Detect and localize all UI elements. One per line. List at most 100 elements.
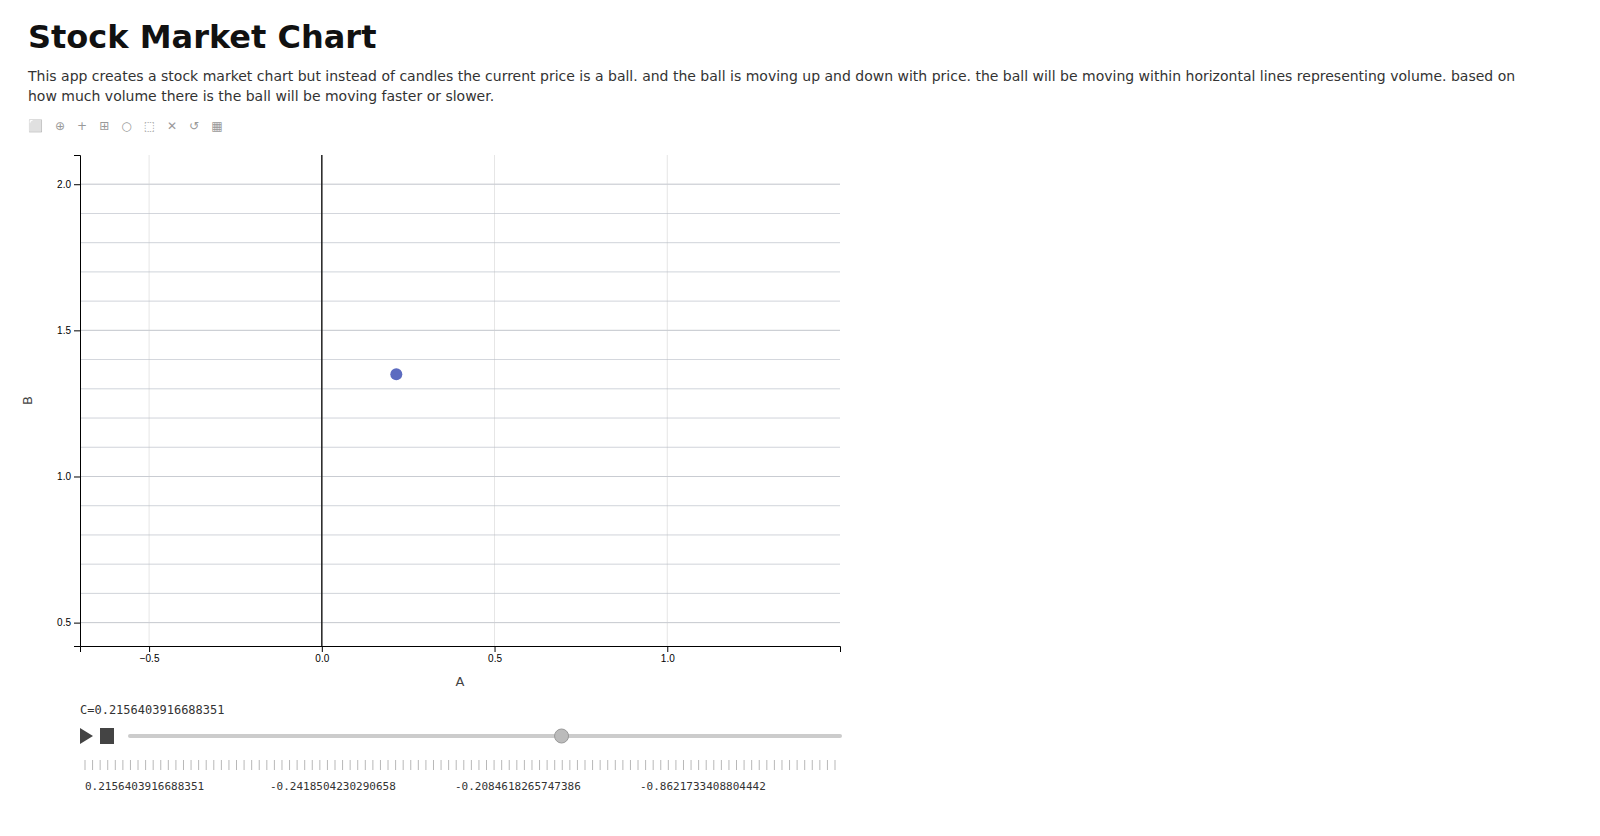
slider-tick <box>819 760 820 770</box>
volume-line <box>80 417 840 418</box>
stop-button[interactable] <box>100 728 114 744</box>
slider-tick <box>539 760 540 770</box>
toolbar-icon[interactable]: ✕ <box>167 119 177 133</box>
slider-tick <box>706 760 707 770</box>
slider-tick <box>691 760 692 770</box>
slider-knob[interactable] <box>555 729 569 743</box>
toolbar-icon[interactable]: ⬚ <box>144 119 155 133</box>
slider-value-label: -0.8621733408804442 <box>640 780 766 793</box>
slider-tick <box>206 760 207 770</box>
toolbar-icon[interactable]: ⊞ <box>99 119 109 133</box>
x-tick: 1.0 <box>661 646 675 664</box>
slider-tick-row <box>85 760 835 770</box>
controls: C=0.21564039166883510.2156403916688351-0… <box>80 703 840 793</box>
volume-line <box>80 300 840 301</box>
slider-tick <box>175 760 176 770</box>
toolbar-icon[interactable]: ↺ <box>189 119 199 133</box>
slider-tick <box>312 760 313 770</box>
slider-tick <box>130 760 131 770</box>
slider-tick <box>759 760 760 770</box>
x-tick-mark <box>667 646 668 652</box>
ball <box>390 368 402 380</box>
slider-tick <box>615 760 616 770</box>
volume-line <box>80 592 840 593</box>
toolbar-icon[interactable]: ⬜ <box>28 119 43 133</box>
slider-tick <box>577 760 578 770</box>
slider-tick <box>721 760 722 770</box>
slider-tick <box>92 760 93 770</box>
slider-tick <box>463 760 464 770</box>
y-tick: 1.0 <box>57 471 80 482</box>
slider-value-label: 0.2156403916688351 <box>85 780 204 793</box>
x-axis-label: A <box>456 674 465 689</box>
slider-tick <box>524 760 525 770</box>
slider-tick <box>547 760 548 770</box>
slider-tick <box>244 760 245 770</box>
volume-line <box>80 446 840 447</box>
slider-tick <box>456 760 457 770</box>
slider-tick <box>774 760 775 770</box>
slider-tick <box>728 760 729 770</box>
grid <box>80 155 840 646</box>
slider-tick <box>812 760 813 770</box>
slider-tick <box>509 760 510 770</box>
slider-tick <box>372 760 373 770</box>
toolbar-icon[interactable]: ⊕ <box>55 119 65 133</box>
slider-tick <box>221 760 222 770</box>
slider-tick <box>486 760 487 770</box>
y-tick-mark <box>74 622 80 623</box>
plot: −0.50.00.51.00.51.01.52.0AB <box>20 155 841 689</box>
slider-tick <box>228 760 229 770</box>
x-tick-label: 0.5 <box>488 653 502 664</box>
slider-tick <box>645 760 646 770</box>
slider-tick <box>607 760 608 770</box>
subtitle: This app creates a stock market chart bu… <box>28 66 1528 107</box>
y-tick-label: 1.0 <box>57 471 71 482</box>
slider-tick <box>781 760 782 770</box>
y-axis-line <box>74 155 81 646</box>
toolbar-icon[interactable]: ○ <box>121 119 131 133</box>
x-tick: 0.5 <box>488 646 502 664</box>
volume-line <box>80 329 840 330</box>
slider-tick <box>562 760 563 770</box>
slider-tick <box>516 760 517 770</box>
slider-tick <box>153 760 154 770</box>
play-button[interactable] <box>80 728 93 744</box>
y-axis-label: B <box>20 396 35 405</box>
slider-tick <box>138 760 139 770</box>
slider-tick <box>683 760 684 770</box>
grid-line-x <box>149 155 150 646</box>
slider-tick <box>554 760 555 770</box>
slider-tick <box>281 760 282 770</box>
volume-line <box>80 534 840 535</box>
toolbar-icon[interactable]: ▦ <box>211 119 222 133</box>
x-tick-mark <box>495 646 496 652</box>
x-axis: −0.50.00.51.0 <box>81 646 841 664</box>
slider-tick <box>122 760 123 770</box>
y-tick-mark <box>74 330 80 331</box>
chart-svg: −0.50.00.51.00.51.01.52.0ABC=0.215640391… <box>0 141 1600 836</box>
grid-line-y <box>80 476 840 477</box>
y-tick-mark <box>74 476 80 477</box>
slider-tick <box>630 760 631 770</box>
slider-tick <box>100 760 101 770</box>
slider-tick <box>668 760 669 770</box>
toolbar: ⬜ ⊕ + ⊞ ○ ⬚ ✕ ↺ ▦ <box>28 117 1572 135</box>
volume-line <box>80 622 840 623</box>
slider-tick <box>198 760 199 770</box>
slider-tick <box>698 760 699 770</box>
volume-line <box>80 359 840 360</box>
slider-tick <box>251 760 252 770</box>
slider-tick <box>448 760 449 770</box>
toolbar-icon[interactable]: + <box>77 119 87 133</box>
slider-tick <box>653 760 654 770</box>
slider-tick <box>478 760 479 770</box>
slider-tick <box>388 760 389 770</box>
slider-tick <box>289 760 290 770</box>
y-tick-label: 1.5 <box>57 325 71 336</box>
volume-line <box>80 213 840 214</box>
slider-tick <box>266 760 267 770</box>
y-axis: 0.51.01.52.0 <box>57 155 80 646</box>
y-tick: 2.0 <box>57 179 80 190</box>
slider-tick <box>107 760 108 770</box>
